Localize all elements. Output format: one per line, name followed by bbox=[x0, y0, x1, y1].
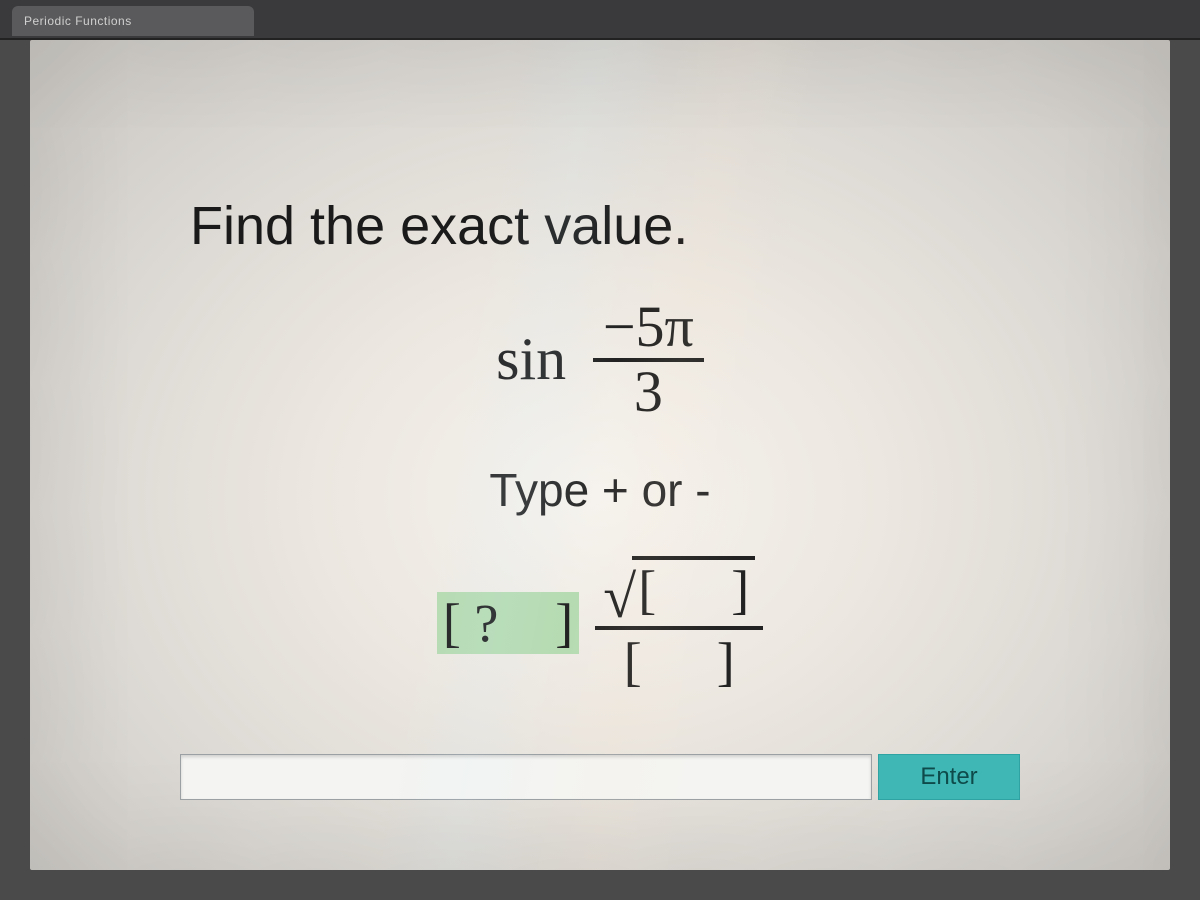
answer-input[interactable] bbox=[180, 754, 872, 800]
input-hint: Type + or - bbox=[190, 463, 1010, 517]
enter-button[interactable]: Enter bbox=[878, 754, 1020, 800]
problem-prompt: Find the exact value. bbox=[190, 195, 1010, 257]
entry-row: Enter bbox=[180, 754, 1020, 800]
answer-fraction: √ [ ] bbox=[595, 552, 763, 695]
trig-function: sin bbox=[496, 326, 566, 392]
denominator-slot[interactable]: [ ] bbox=[618, 634, 741, 691]
enter-button-label: Enter bbox=[920, 763, 977, 791]
content-area: Find the exact value. sin −5π 3 Type + o… bbox=[190, 195, 1010, 695]
argument-numerator: −5π bbox=[593, 297, 704, 362]
radicand-slot[interactable]: [ ] bbox=[632, 562, 755, 619]
lesson-panel: Find the exact value. sin −5π 3 Type + o… bbox=[30, 40, 1170, 870]
sign-slot[interactable]: [ ? ] bbox=[437, 592, 579, 654]
tab-title: Periodic Functions bbox=[24, 14, 132, 28]
browser-tab[interactable]: Periodic Functions bbox=[12, 6, 254, 36]
argument-fraction: −5π 3 bbox=[593, 297, 704, 423]
radical: √ [ ] bbox=[603, 556, 755, 619]
argument-denominator: 3 bbox=[593, 362, 704, 423]
expression: sin −5π 3 bbox=[190, 297, 1010, 423]
sign-slot-value: ? bbox=[474, 593, 498, 653]
answer-template: [ ? ] √ [ bbox=[190, 552, 1010, 695]
browser-tabstrip: Periodic Functions bbox=[0, 0, 1200, 40]
